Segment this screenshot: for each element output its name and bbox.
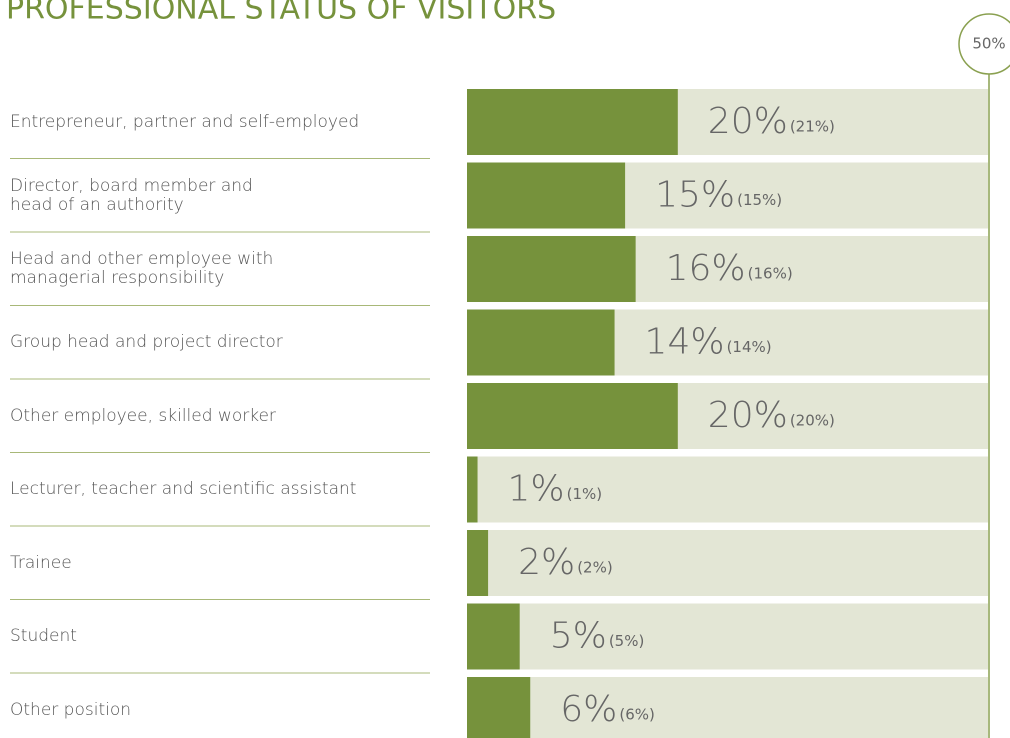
bar-track bbox=[467, 456, 988, 523]
bar bbox=[467, 677, 531, 738]
category-label: Director, board member and head of an au… bbox=[10, 175, 253, 215]
value-label: 16% bbox=[666, 248, 746, 289]
previous-label: (15%) bbox=[737, 191, 782, 209]
value-label: 20% bbox=[708, 101, 788, 142]
previous-label: (21%) bbox=[790, 118, 835, 136]
category-label: Entrepreneur, partner and self-employed bbox=[10, 111, 360, 132]
bar-track bbox=[467, 530, 988, 596]
value-label: 14% bbox=[645, 322, 725, 363]
bar bbox=[467, 603, 520, 670]
value-label: 6% bbox=[560, 689, 617, 730]
bar bbox=[467, 89, 678, 155]
category-label: Student bbox=[10, 626, 77, 646]
previous-label: (2%) bbox=[577, 559, 613, 577]
value-label: 1% bbox=[508, 469, 565, 510]
value-label: 5% bbox=[550, 616, 607, 657]
previous-label: (20%) bbox=[790, 412, 835, 430]
value-label: 20% bbox=[708, 395, 788, 436]
previous-label: (14%) bbox=[727, 338, 772, 356]
category-label: Head and other employee with managerial … bbox=[10, 249, 274, 288]
bar bbox=[467, 530, 489, 596]
value-label: 2% bbox=[518, 542, 575, 583]
category-label: Lecturer, teacher and scientific assista… bbox=[10, 479, 357, 499]
bar bbox=[467, 162, 626, 229]
category-label: Trainee bbox=[10, 552, 72, 573]
category-label: Other position bbox=[10, 699, 132, 720]
bar bbox=[467, 236, 636, 302]
tick-circle bbox=[958, 13, 1010, 75]
bar bbox=[467, 309, 615, 376]
value-label: 15% bbox=[655, 175, 735, 216]
category-label: Group head and project director bbox=[10, 332, 283, 352]
previous-label: (1%) bbox=[567, 485, 603, 503]
x-tick-label: 50% bbox=[972, 35, 1005, 53]
bar-track bbox=[467, 603, 988, 670]
previous-label: (5%) bbox=[609, 632, 645, 650]
bar bbox=[467, 456, 478, 523]
previous-label: (6%) bbox=[619, 706, 655, 724]
chart-title: PROFESSIONAL STATUS OF VISITORS bbox=[6, 0, 556, 27]
category-label: Other employee, skilled worker bbox=[10, 405, 276, 426]
bar bbox=[467, 383, 678, 449]
previous-label: (16%) bbox=[748, 265, 793, 283]
bar-track bbox=[467, 677, 988, 738]
